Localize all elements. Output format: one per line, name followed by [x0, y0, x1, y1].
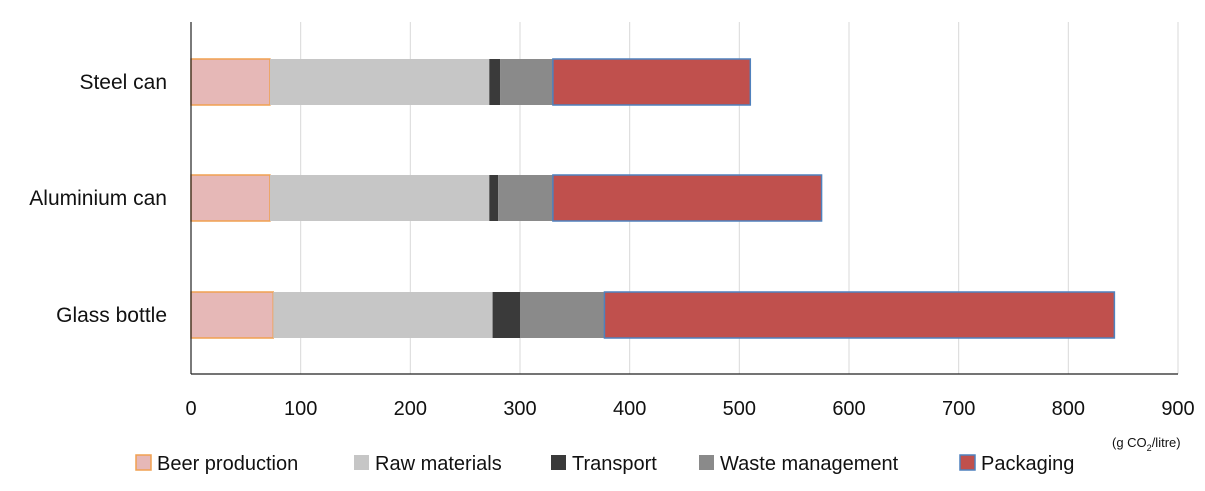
unit-subscript: 2: [1147, 443, 1152, 453]
legend-swatch: [551, 455, 566, 470]
legend-label: Waste management: [720, 453, 899, 475]
bars: [190, 58, 1116, 339]
legend-swatch: [959, 454, 976, 471]
bar-segment: [190, 58, 271, 106]
bar-segment: [269, 59, 490, 105]
bar-segment: [500, 59, 553, 105]
legend-swatch: [354, 455, 369, 470]
bar-segment: [273, 292, 493, 338]
legend-swatch: [699, 455, 714, 470]
x-axis-unit-label: (g CO2/litre): [1112, 435, 1181, 453]
unit-prefix: (g CO: [1112, 435, 1147, 450]
x-tick-label: 0: [185, 398, 196, 420]
unit-suffix: /litre): [1152, 435, 1181, 450]
x-tick-label: 300: [503, 398, 536, 420]
bar-segment: [603, 291, 1116, 339]
x-tick-label: 100: [284, 398, 317, 420]
legend-label: Packaging: [981, 453, 1074, 475]
x-tick-label: 400: [613, 398, 646, 420]
legend: Beer production Raw materials Transport Was…: [135, 453, 1074, 475]
x-tick-label: 800: [1052, 398, 1085, 420]
bar-segment: [492, 292, 520, 338]
bar-segment: [489, 175, 499, 221]
bar-segment: [552, 58, 752, 106]
category-labels: Steel can Aluminium can Glass bottle: [29, 71, 167, 327]
x-tick-label: 600: [832, 398, 865, 420]
bar-segment: [489, 59, 501, 105]
axes: [190, 22, 1178, 375]
x-tick-label: 200: [394, 398, 427, 420]
x-tick-label: 500: [723, 398, 756, 420]
category-label: Aluminium can: [29, 187, 167, 210]
legend-label: Beer production: [157, 453, 298, 475]
bar-segment: [190, 291, 274, 339]
bar-segment: [552, 174, 823, 222]
x-tick-label: 900: [1161, 398, 1194, 420]
category-label: Glass bottle: [56, 304, 167, 327]
category-label: Steel can: [79, 71, 167, 94]
legend-label: Transport: [572, 453, 657, 475]
bar-segment: [520, 292, 605, 338]
bar-segment: [269, 175, 490, 221]
x-tick-labels: 0 100 200 300 400 500 600 700 800 900: [185, 398, 1194, 420]
bar-segment: [190, 174, 271, 222]
legend-swatch: [135, 454, 152, 471]
legend-label: Raw materials: [375, 453, 502, 475]
bar-segment: [498, 175, 553, 221]
x-tick-label: 700: [942, 398, 975, 420]
